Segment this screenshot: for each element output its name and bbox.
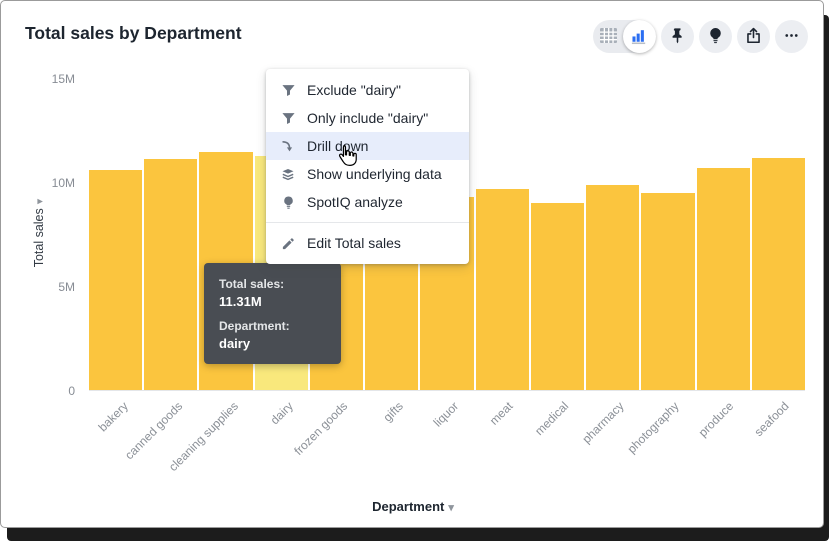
menu-item-label: Only include "dairy"	[307, 110, 429, 126]
y-tick-10m: 10M	[51, 176, 75, 190]
menu-item-label: Drill down	[307, 138, 369, 154]
bar-canned-goods[interactable]	[144, 158, 198, 390]
lightbulb-icon	[279, 195, 297, 210]
pencil-icon	[279, 236, 297, 251]
x-label-pharmacy: pharmacy	[578, 399, 627, 447]
share-icon	[744, 26, 763, 48]
x-axis-title[interactable]: Department ▾	[372, 499, 454, 514]
filter-icon	[279, 83, 297, 98]
x-label-bakery: bakery	[95, 399, 131, 435]
y-axis-title[interactable]: Total sales▾	[32, 198, 46, 268]
menu-item-label: Show underlying data	[307, 166, 442, 182]
page-title: Total sales by Department	[25, 23, 242, 43]
bar-produce[interactable]	[696, 168, 750, 390]
menu-divider	[266, 222, 469, 223]
spotiq-button[interactable]	[699, 20, 732, 53]
tooltip-metric-value: 11.31M	[219, 294, 262, 309]
x-label-produce: produce	[695, 399, 737, 440]
y-tick-5m: 5M	[58, 280, 75, 294]
x-label-gifts: gifts	[380, 399, 406, 425]
tooltip-dimension-label: Department:	[219, 319, 290, 333]
ellipsis-icon	[782, 26, 801, 48]
x-label-meat: meat	[487, 399, 516, 428]
x-label-liquor: liquor	[430, 399, 461, 430]
chevron-icon: ▾	[34, 198, 46, 205]
chart-card: Total sales by Department	[0, 0, 824, 528]
drill-down-icon	[279, 138, 297, 154]
tooltip-dimension-value: dairy	[219, 336, 251, 351]
toolbar	[593, 20, 808, 53]
menu-item-exclude-dairy[interactable]: Exclude "dairy"	[266, 76, 469, 104]
chart-tooltip: Total sales: 11.31M Department: dairy	[204, 263, 341, 364]
lightbulb-icon	[706, 26, 725, 48]
menu-item-label: Edit Total sales	[307, 235, 401, 251]
x-label-dairy: dairy	[267, 399, 296, 428]
bar-bakery[interactable]	[89, 170, 143, 390]
pin-button[interactable]	[661, 20, 694, 53]
bar-chart-icon	[630, 26, 649, 48]
menu-item-show-underlying-data[interactable]: Show underlying data	[266, 160, 469, 188]
filter-icon	[279, 111, 297, 126]
menu-item-label: SpotIQ analyze	[307, 194, 403, 210]
x-label-frozen-goods: frozen goods	[291, 399, 351, 458]
menu-item-only-include-dairy[interactable]: Only include "dairy"	[266, 104, 469, 132]
chart-view-button[interactable]	[623, 20, 656, 53]
bar-medical[interactable]	[530, 203, 585, 390]
tooltip-metric-label: Total sales:	[219, 277, 285, 291]
view-toggle	[593, 20, 656, 53]
x-label-photography: photography	[624, 399, 682, 457]
menu-item-drill-down[interactable]: Drill down	[266, 132, 469, 160]
menu-item-spotiq-analyze[interactable]: SpotIQ analyze	[266, 188, 469, 216]
bar-meat[interactable]	[475, 188, 529, 390]
bar-seafood[interactable]	[751, 157, 806, 390]
x-label-seafood: seafood	[751, 399, 792, 440]
x-label-medical: medical	[531, 399, 572, 439]
table-icon	[599, 27, 618, 47]
more-button[interactable]	[775, 20, 808, 53]
y-tick-15m: 15M	[51, 72, 75, 86]
pin-icon	[668, 26, 687, 48]
menu-item-edit-total-sales[interactable]: Edit Total sales	[266, 229, 469, 257]
table-view-button[interactable]	[593, 20, 623, 53]
y-tick-0: 0	[68, 384, 75, 398]
layers-icon	[279, 166, 297, 182]
bar-photography[interactable]	[641, 193, 695, 390]
menu-item-label: Exclude "dairy"	[307, 82, 401, 98]
chevron-down-icon: ▾	[448, 502, 454, 514]
bar-pharmacy[interactable]	[586, 184, 640, 390]
share-button[interactable]	[737, 20, 770, 53]
context-menu: Exclude "dairy" Only include "dairy" Drill…	[266, 69, 469, 264]
